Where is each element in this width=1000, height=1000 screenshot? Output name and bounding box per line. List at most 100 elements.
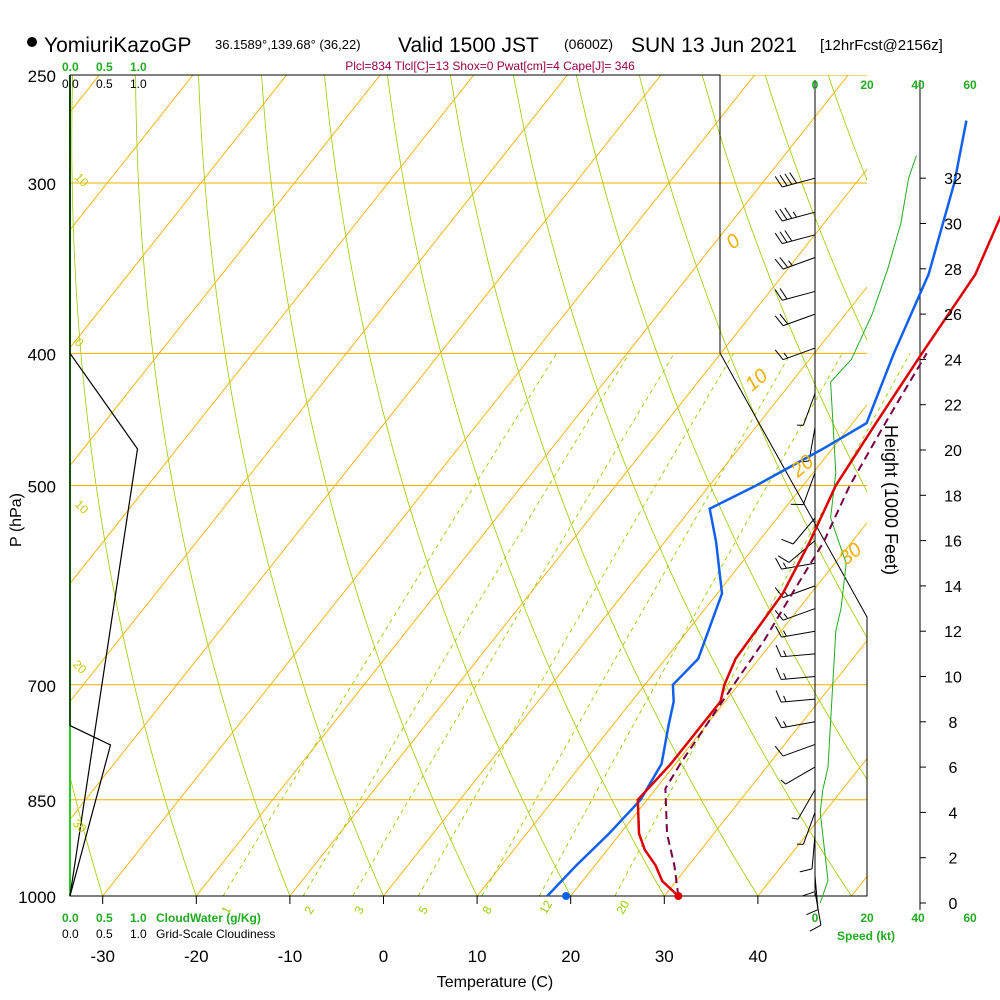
wind-barb-shaft xyxy=(802,812,816,845)
wind-barb-flag xyxy=(775,645,782,658)
height-tick-label: 32 xyxy=(944,171,962,188)
cloudiness-label: Grid-Scale Cloudiness xyxy=(156,927,275,941)
height-tick-label: 18 xyxy=(944,488,962,505)
dry-adiabat-line xyxy=(386,75,665,896)
speed-axis-label: Speed (kt) xyxy=(837,929,895,943)
dry-adiabat-line xyxy=(575,75,867,781)
wind-barbs xyxy=(774,172,822,932)
wind-barb-flag xyxy=(774,176,783,188)
left-edge-label: 20 xyxy=(70,657,90,677)
temperature-axis: -30 -20 -10 0 10 20 30 40 xyxy=(90,896,767,966)
cloudiness-tick-bottom: 0.0 xyxy=(62,927,79,941)
wind-barb-half-flag xyxy=(782,562,787,569)
wind-barb-flag xyxy=(802,891,816,897)
wind-barb-flag xyxy=(774,232,783,244)
cloudwater-tick-bottom: 1.0 xyxy=(130,911,147,925)
wind-barb-shaft xyxy=(781,653,816,658)
wind-barb-shaft xyxy=(782,211,816,222)
isotherm-line xyxy=(757,757,867,896)
wind-barb-flag xyxy=(775,690,782,703)
wind-barb-half-flag xyxy=(791,817,799,820)
wind-barb xyxy=(774,172,816,188)
speed-axis-top: 0 20 40 60 xyxy=(812,78,977,92)
pressure-tick-label: 850 xyxy=(28,792,56,811)
isotherm-line xyxy=(70,75,288,349)
mixing-ratio-line xyxy=(222,353,557,897)
isotherm-line xyxy=(0,0,17,952)
dry-adiabat-line xyxy=(135,75,291,896)
pressure-tick-label: 500 xyxy=(28,478,56,497)
wind-barb xyxy=(775,716,816,729)
pressure-tick-label: 300 xyxy=(28,175,56,194)
cloud-axis-top: 0.0 0.5 1.0 0.0 0.5 1.0 xyxy=(62,60,147,91)
temperature-tick-label: 40 xyxy=(748,947,767,966)
valid-zulu: (0600Z) xyxy=(564,36,613,52)
wind-barb-flag xyxy=(784,230,793,242)
mixing-ratio-label: 5 xyxy=(415,903,431,916)
wind-barb-flag xyxy=(774,745,784,757)
height-tick-label: 26 xyxy=(944,307,962,324)
wind-barb-flag xyxy=(774,289,783,301)
wind-barb-shaft xyxy=(782,234,816,245)
wind-barb xyxy=(774,313,816,327)
dry-adiabat-line xyxy=(827,75,867,182)
height-tick-label: 2 xyxy=(949,851,958,868)
wind-barb-shaft xyxy=(802,393,816,426)
speed-tick-top: 40 xyxy=(911,78,925,92)
wind-barb-flag xyxy=(799,868,813,873)
mixing-ratio-line xyxy=(352,353,675,897)
wind-barb-shaft xyxy=(782,313,816,327)
wind-barb-half-flag xyxy=(783,352,789,359)
pressure-tick-label: 1000 xyxy=(18,888,56,907)
left-edge-labels: 10 0 10 20 30 xyxy=(70,170,92,836)
height-tick-label: 20 xyxy=(944,443,962,460)
speed-tick-top: 0 xyxy=(812,78,819,92)
wind-barb-half-flag xyxy=(783,613,789,619)
pressure-tick-label: 400 xyxy=(28,345,56,364)
wind-barb-shaft xyxy=(788,540,816,563)
cloudiness-tick-top: 0.0 xyxy=(62,77,79,91)
wind-barb xyxy=(802,857,816,897)
dry-adiabat-line xyxy=(71,75,197,896)
wind-barb-flag xyxy=(777,555,790,563)
left-edge-label: 10 xyxy=(72,170,92,190)
dewpoint-series xyxy=(546,120,968,897)
wind-barb-half-flag xyxy=(792,211,798,218)
mixing-ratio-line xyxy=(538,353,843,897)
wind-barb-shaft xyxy=(781,676,816,680)
mixing-ratio-line xyxy=(614,353,911,897)
wind-barb-half-flag xyxy=(788,260,793,266)
wind-barb-flag xyxy=(779,257,789,268)
height-axis-title: Height (1000 Feet) xyxy=(881,425,901,575)
wind-barb-shaft xyxy=(782,608,816,621)
wind-barb xyxy=(774,347,816,361)
forecast-tag: [12hrFcst@2156z] xyxy=(820,37,943,54)
wind-speed-profile xyxy=(819,155,917,904)
wind-barb-half-flag xyxy=(780,779,786,785)
cloudiness-series xyxy=(69,75,112,897)
cloudwater-label: CloudWater (g/Kg) xyxy=(156,911,261,925)
speed-tick-top: 20 xyxy=(860,78,874,92)
mixing-ratio-label: 3 xyxy=(351,903,367,916)
isotherm-line xyxy=(570,522,867,896)
wind-barb-shaft xyxy=(782,290,816,301)
temperature-tick-label: 30 xyxy=(655,947,674,966)
wind-barb-flag xyxy=(775,625,782,638)
wind-barb-half-flag xyxy=(783,673,787,680)
temperature-tick-label: 0 xyxy=(379,947,388,966)
wind-barb xyxy=(775,690,816,703)
height-tick-label: 30 xyxy=(944,217,962,234)
valid-time: Valid 1500 JST xyxy=(398,34,539,57)
mixing-ratio-label: 8 xyxy=(479,903,495,916)
wind-barb-flag xyxy=(774,210,783,222)
wind-barb-flag xyxy=(779,208,788,220)
temperature-tick-label: 10 xyxy=(468,947,487,966)
wind-barb-shaft xyxy=(782,177,816,188)
surface-dewpoint-point xyxy=(562,892,571,900)
dry-adiabat-line xyxy=(324,75,572,896)
sounding-params: Plcl=834 Tlcl[C]=13 Shox=0 Pwat[cm]=4 Ca… xyxy=(345,59,635,73)
mixing-ratio-label: 2 xyxy=(301,903,317,916)
isotherm-line xyxy=(102,75,756,896)
wind-barb-shaft xyxy=(781,630,816,638)
